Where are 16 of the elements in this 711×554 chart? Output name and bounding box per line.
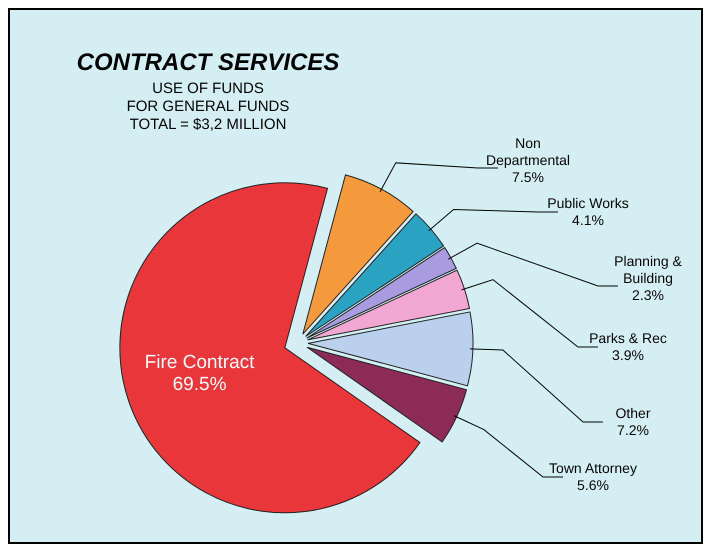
data-label: 3.9% [612,347,644,363]
slice-label: Public Works [547,195,629,211]
data-label: 2.3% [632,287,664,303]
slice-label: Parks & Rec [589,330,667,346]
chart-subtitle: USE OF FUNDS FOR GENERAL FUNDS TOTAL = $3,2 MILLION [126,80,290,133]
slice-label: Town Attorney [549,460,637,476]
data-label: 4.1% [572,212,604,228]
data-label: 7.2% [617,422,649,438]
data-label: 69.5% [172,374,227,395]
data-label: 5.6% [577,477,609,493]
slice-label: Other [615,405,651,421]
slice-label: Non Departmental [486,135,570,168]
slice-label: Planning & Building [614,253,683,286]
chart-title: CONTRACT SERVICES [76,49,340,76]
data-label: 7.5% [512,169,544,185]
slice-label: Fire Contract [144,352,256,373]
